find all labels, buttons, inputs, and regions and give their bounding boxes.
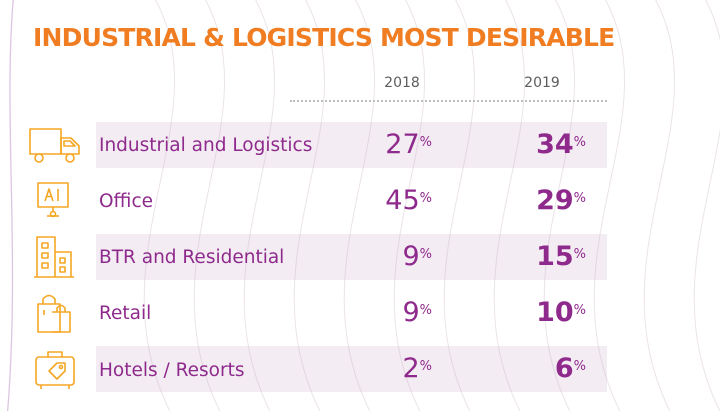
value-number: 45 [385,185,420,216]
truck-icon [27,121,83,169]
value-2019: 6% [506,354,586,387]
value-2019: 29% [506,186,586,219]
percent-sign: % [573,247,586,262]
percent-sign: % [419,303,432,318]
value-2019: 15% [506,242,586,275]
row-label: Office [99,191,154,212]
table-row [96,122,607,168]
monitor-icon [27,177,83,225]
value-2018: 9% [352,242,432,275]
value-number: 9 [402,241,420,272]
percent-sign: % [419,247,432,262]
table-row [96,346,607,392]
percent-sign: % [419,191,432,206]
building-icon [27,233,83,281]
value-2018: 2% [352,354,432,387]
value-number: 29 [536,185,574,216]
row-label: Industrial and Logistics [99,135,313,156]
column-header-2019: 2019 [524,75,560,91]
header-divider [290,100,607,102]
value-2019: 10% [506,298,586,331]
percent-sign: % [573,191,586,206]
table-row [96,234,607,280]
shopping-bag-icon [27,289,83,337]
percent-sign: % [419,359,432,374]
percent-sign: % [573,303,586,318]
percent-sign: % [573,135,586,150]
value-2018: 27% [352,130,432,163]
value-2018: 9% [352,298,432,331]
value-2018: 45% [352,186,432,219]
value-number: 9 [402,297,420,328]
column-header-2018: 2018 [384,75,420,91]
page-title: INDUSTRIAL & LOGISTICS MOST DESIRABLE [33,23,615,52]
value-number: 2 [402,353,420,384]
suitcase-icon [27,345,83,393]
value-number: 15 [536,241,574,272]
row-label: Retail [99,303,152,324]
value-number: 10 [536,297,574,328]
row-label: BTR and Residential [99,247,285,268]
value-number: 6 [554,353,574,384]
percent-sign: % [419,135,432,150]
value-2019: 34% [506,130,586,163]
row-label: Hotels / Resorts [99,360,245,381]
value-number: 34 [536,129,574,160]
percent-sign: % [573,359,586,374]
value-number: 27 [385,129,420,160]
